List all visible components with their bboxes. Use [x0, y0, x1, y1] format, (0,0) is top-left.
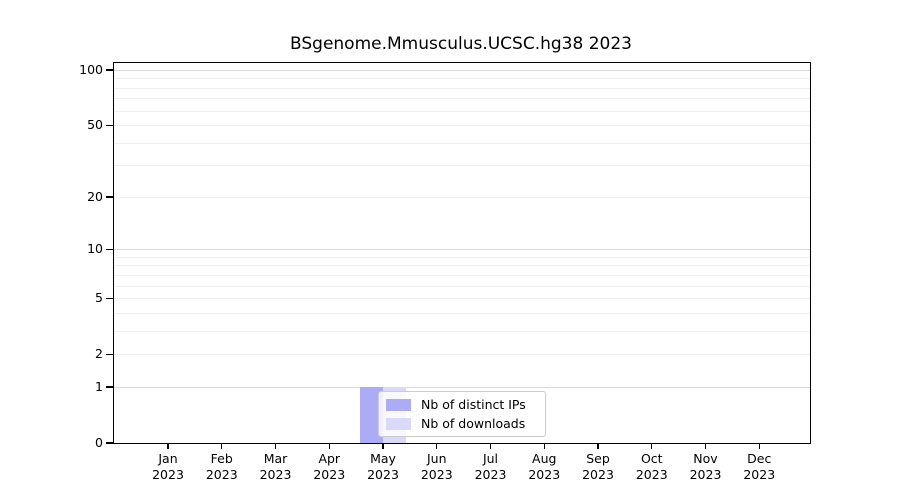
x-axis-tick: [221, 443, 223, 449]
x-axis-year: 2023: [635, 466, 668, 482]
y-axis-tick-label: 0: [95, 435, 103, 450]
y-axis-tick: [106, 124, 113, 126]
gridline-minor: [114, 274, 810, 276]
y-axis-tick-label: 100: [79, 61, 103, 77]
legend-label: Nb of distinct IPs: [421, 397, 526, 412]
y-axis-tick: [106, 297, 113, 299]
x-axis-tick: [758, 443, 760, 449]
x-axis-month: Sep: [586, 451, 610, 466]
x-axis-tick-label: Jul 2023: [459, 451, 523, 482]
y-axis-tick-label: 20: [87, 188, 103, 204]
x-axis-year: 2023: [474, 466, 507, 482]
y-axis-tick: [106, 69, 113, 71]
legend-item: Nb of downloads: [386, 416, 538, 432]
x-axis-tick-label: Aug 2023: [512, 451, 576, 482]
x-axis-month: Oct: [640, 451, 663, 466]
grid-layer: [114, 63, 810, 443]
gridline-minor: [114, 98, 810, 100]
x-axis-tick: [651, 443, 653, 449]
x-axis-tick: [704, 443, 707, 449]
x-axis-tick-label: Nov 2023: [674, 451, 738, 482]
gridline-minor: [114, 142, 810, 144]
gridline-minor: [114, 312, 810, 314]
x-axis-month: Feb: [210, 451, 233, 466]
bar-distinct-ips: [360, 387, 383, 443]
gridline-minor: [114, 285, 810, 287]
x-axis-month: Aug: [532, 451, 557, 466]
gridline-minor: [114, 110, 810, 112]
axis-layer: 0 1 2 5 10 20 50 100 Jan 2023 Feb 2023 Mar 2023 Apr 202…: [79, 62, 810, 482]
x-axis-year: 2023: [689, 466, 722, 482]
gridline-minor: [114, 330, 810, 332]
x-axis-year: 2023: [420, 466, 453, 482]
y-axis-tick-label: 5: [95, 290, 103, 306]
x-axis-tick: [597, 443, 599, 449]
legend-swatch: [386, 398, 411, 411]
x-axis-tick-label: Sep 2023: [566, 451, 630, 482]
x-axis-month: Apr: [318, 451, 341, 466]
x-axis-year: 2023: [528, 466, 561, 482]
y-axis-tick: [106, 386, 113, 388]
y-axis-tick: [106, 196, 113, 198]
x-axis-tick-label: Mar 2023: [244, 451, 308, 482]
x-axis-month: Mar: [263, 451, 288, 466]
x-axis-year: 2023: [259, 466, 292, 482]
gridline-minor: [114, 354, 810, 356]
x-axis-year: 2023: [313, 466, 346, 482]
gridline-major: [114, 249, 810, 251]
gridline-minor: [114, 265, 810, 267]
legend-swatch: [386, 417, 411, 430]
x-axis-year: 2023: [205, 466, 238, 482]
y-axis-tick: [106, 442, 113, 444]
x-axis-tick: [436, 443, 438, 449]
x-axis-tick: [543, 443, 545, 449]
legend: Nb of distinct IPs Nb of downloads: [378, 391, 546, 437]
x-axis-tick: [167, 443, 169, 449]
x-axis-month: May: [370, 451, 396, 466]
x-axis-month: Nov: [693, 451, 718, 466]
gridline-minor: [114, 165, 810, 167]
x-axis-tick-label: Feb 2023: [190, 451, 254, 482]
gridline-minor: [114, 125, 810, 127]
gridline-major: [114, 69, 810, 71]
gridline-minor: [114, 298, 810, 300]
x-axis-tick: [274, 443, 277, 449]
x-axis-tick-label: Jan 2023: [136, 451, 200, 482]
x-axis-tick-label: Apr 2023: [297, 451, 361, 482]
gridline-minor: [114, 196, 810, 198]
x-axis-year: 2023: [367, 466, 399, 482]
x-axis-month: Jun: [426, 451, 447, 466]
y-axis-tick-label: 2: [95, 346, 103, 362]
gridline-minor: [114, 256, 810, 258]
x-axis-month: Jul: [482, 451, 499, 466]
y-axis-tick-label: 50: [87, 117, 103, 133]
plot-area: 0 1 2 5 10 20 50 100 Jan 2023 Feb 2023 Mar 2023 Apr 202…: [79, 62, 811, 482]
x-axis-year: 2023: [582, 466, 614, 482]
x-axis-tick: [328, 443, 330, 449]
y-axis-tick-label: 10: [87, 241, 103, 257]
gridline-minor: [114, 78, 810, 80]
x-axis-month: Dec: [747, 451, 772, 466]
x-axis-tick: [382, 443, 384, 449]
x-axis-month: Jan: [158, 451, 178, 466]
x-axis-tick: [489, 443, 492, 449]
x-axis-tick-label: May 2023: [351, 451, 415, 482]
x-axis-tick-label: Jun 2023: [405, 451, 469, 482]
legend-item: Nb of distinct IPs: [386, 397, 538, 413]
y-axis-tick-label: 1: [95, 379, 103, 394]
legend-label: Nb of downloads: [421, 416, 526, 431]
x-axis-year: 2023: [152, 466, 184, 482]
chart-title: BSgenome.Mmusculus.UCSC.hg38 2023: [290, 34, 632, 54]
x-axis-tick-label: Oct 2023: [620, 451, 684, 482]
y-axis-tick: [106, 353, 113, 355]
y-axis-tick: [106, 248, 113, 250]
x-axis-year: 2023: [743, 466, 776, 482]
gridline-major: [114, 387, 810, 388]
gridline-minor: [114, 87, 810, 89]
x-axis-tick-label: Dec 2023: [727, 451, 791, 482]
